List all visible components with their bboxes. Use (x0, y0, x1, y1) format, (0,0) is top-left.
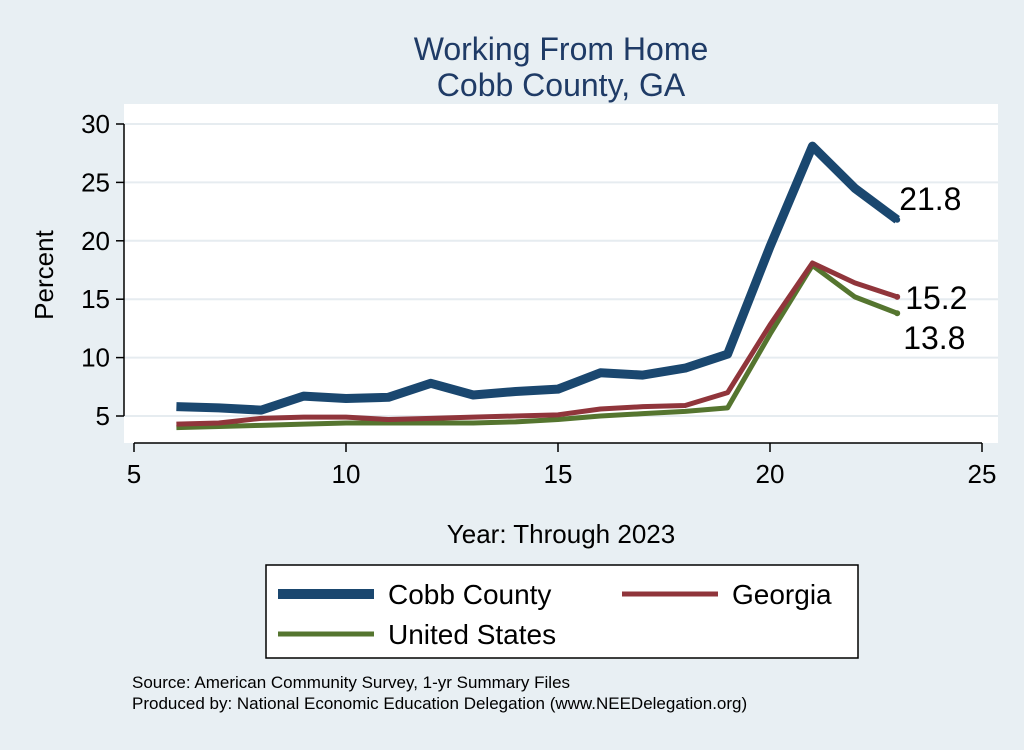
chart-title: Working From Home (414, 31, 709, 67)
axes: 5 10 15 20 25 30 5 10 15 20 25 (81, 109, 996, 489)
legend-label: United States (388, 619, 556, 650)
x-tick-label: 5 (127, 459, 141, 489)
y-tick-label: 25 (81, 167, 110, 197)
x-tick-label: 25 (968, 459, 997, 489)
series-line-cobb-county (176, 141, 900, 415)
end-point (894, 310, 901, 317)
series-line-united-states (176, 262, 899, 431)
x-tick-label: 10 (332, 459, 361, 489)
end-point (894, 216, 901, 223)
y-tick-label: 5 (96, 401, 110, 431)
x-tick-label: 15 (544, 459, 573, 489)
produced-note: Produced by: National Economic Education… (132, 694, 747, 713)
legend-label: Georgia (732, 579, 832, 610)
x-axis-label: Year: Through 2023 (447, 519, 675, 549)
end-label: 15.2 (905, 280, 967, 316)
legend-label: Cobb County (388, 579, 551, 610)
x-tick-label: 20 (756, 459, 785, 489)
source-note: Source: American Community Survey, 1-yr … (132, 673, 570, 692)
end-label: 13.8 (903, 320, 965, 356)
end-label: 21.8 (899, 181, 961, 217)
legend: Cobb County Georgia United States (265, 564, 859, 659)
series-lines (176, 141, 901, 431)
end-labels: 21.8 15.2 13.8 (899, 181, 967, 356)
y-tick-label: 15 (81, 284, 110, 314)
y-tick-label: 20 (81, 226, 110, 256)
y-tick-label: 10 (81, 343, 110, 373)
y-axis-label: Percent (29, 229, 59, 319)
series-line-georgia (176, 260, 898, 427)
chart-subtitle: Cobb County, GA (437, 67, 686, 103)
legend-box (265, 564, 859, 659)
end-point (894, 293, 901, 300)
y-tick-label: 30 (81, 109, 110, 139)
